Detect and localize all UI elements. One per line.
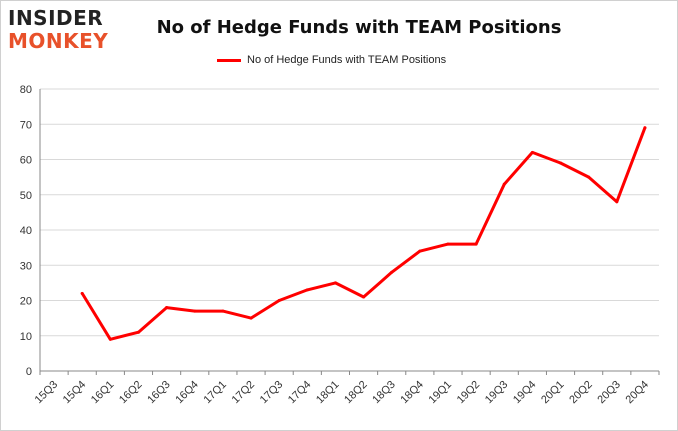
- x-tick-label: 17Q2: [230, 379, 258, 407]
- data-point: [418, 249, 422, 253]
- y-tick-label: 80: [20, 84, 32, 96]
- data-point: [502, 182, 506, 186]
- chart-title: No of Hedge Funds with TEAM Positions: [156, 17, 562, 38]
- x-tick-label: 18Q4: [398, 379, 426, 407]
- x-tick-label: 16Q1: [89, 379, 117, 407]
- data-point: [390, 270, 394, 274]
- y-tick-label: 50: [20, 190, 32, 202]
- data-point: [446, 242, 450, 246]
- data-point: [474, 242, 478, 246]
- y-tick-label: 70: [20, 119, 32, 131]
- chart-legend: No of Hedge Funds with TEAM Positions: [217, 52, 446, 68]
- x-tick-label: 20Q4: [624, 379, 652, 407]
- data-point: [136, 330, 140, 334]
- y-tick-label: 0: [26, 366, 32, 378]
- data-point: [333, 281, 337, 285]
- x-tick-label: 18Q3: [370, 379, 398, 407]
- x-tick-label: 15Q4: [61, 379, 89, 407]
- data-point: [193, 309, 197, 313]
- x-tick-label: 18Q2: [342, 379, 370, 407]
- y-tick-label: 10: [20, 331, 32, 343]
- x-tick-label: 18Q1: [314, 379, 342, 407]
- y-tick-label: 20: [20, 296, 32, 308]
- x-tick-label: 19Q4: [511, 379, 539, 407]
- data-point: [530, 150, 534, 154]
- x-tick-label: 20Q2: [567, 379, 595, 407]
- legend-swatch: [217, 58, 241, 62]
- x-tick-label: 19Q3: [483, 379, 511, 407]
- y-tick-label: 30: [20, 260, 32, 272]
- x-tick-label: 19Q2: [455, 379, 483, 407]
- x-tick-label: 17Q1: [201, 379, 229, 407]
- data-point: [587, 175, 591, 179]
- x-tick-label: 16Q3: [145, 379, 173, 407]
- legend-label: No of Hedge Funds with TEAM Positions: [247, 54, 447, 66]
- data-point: [559, 161, 563, 165]
- data-point: [643, 126, 647, 130]
- x-tick-label: 17Q4: [286, 379, 314, 407]
- y-tick-label: 40: [20, 225, 32, 237]
- data-point: [108, 337, 112, 341]
- data-point: [165, 306, 169, 310]
- data-point: [362, 295, 366, 299]
- x-tick-label: 16Q2: [117, 379, 145, 407]
- x-tick-label: 17Q3: [258, 379, 286, 407]
- data-point: [249, 316, 253, 320]
- data-point: [80, 291, 84, 295]
- x-tick-label: 20Q1: [539, 379, 567, 407]
- logo-line-insider: INSIDER: [8, 6, 104, 30]
- data-point: [305, 288, 309, 292]
- x-tick-label: 20Q3: [595, 379, 623, 407]
- data-point: [221, 309, 225, 313]
- data-point: [277, 299, 281, 302]
- x-tick-label: 16Q4: [173, 379, 201, 407]
- x-tick-label: 15Q3: [33, 379, 61, 407]
- logo-line-monkey: MONKEY: [8, 29, 109, 53]
- data-point: [615, 200, 619, 204]
- y-tick-label: 60: [20, 155, 32, 167]
- insider-monkey-logo: INSIDER MONKEY: [8, 6, 126, 54]
- x-tick-label: 19Q1: [427, 379, 455, 407]
